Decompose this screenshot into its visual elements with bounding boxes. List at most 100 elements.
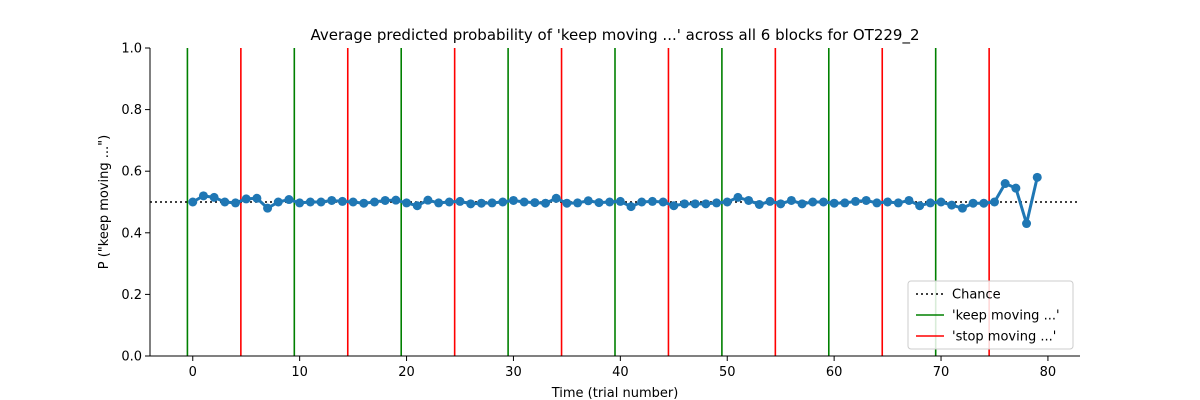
data-point <box>348 197 358 207</box>
data-point <box>231 198 241 208</box>
data-point <box>925 198 935 208</box>
data-point <box>733 192 743 202</box>
y-tick-label: 0.0 <box>121 350 142 365</box>
data-point <box>380 195 390 205</box>
data-point <box>851 196 861 206</box>
y-ticks: 0.0 0.2 0.4 0.6 0.8 1.0 <box>121 42 150 365</box>
data-point <box>818 197 828 207</box>
data-point <box>455 196 465 206</box>
data-point <box>487 198 497 208</box>
data-point <box>968 198 978 208</box>
data-point <box>391 195 401 205</box>
data-point <box>861 195 871 205</box>
data-point <box>562 198 572 208</box>
data-point <box>701 199 711 209</box>
x-tick-label: 10 <box>291 365 308 380</box>
data-point <box>754 199 764 209</box>
data-point <box>872 198 882 208</box>
data-point <box>947 200 957 210</box>
x-axis-label: Time (trial number) <box>551 386 679 400</box>
y-tick-label: 0.8 <box>121 103 142 118</box>
data-point <box>712 198 722 208</box>
data-point <box>412 201 422 211</box>
data-point <box>605 197 615 207</box>
data-point <box>305 197 315 207</box>
data-point <box>188 197 198 207</box>
data-point <box>444 197 454 207</box>
data-point <box>316 197 326 207</box>
data-point <box>359 198 369 208</box>
x-tick-label: 30 <box>505 365 522 380</box>
data-point <box>1000 179 1010 189</box>
data-point <box>573 198 583 208</box>
data-point <box>669 201 679 211</box>
data-point <box>979 198 989 208</box>
data-point <box>402 198 412 208</box>
legend-label: Chance <box>952 288 1001 303</box>
data-point <box>647 196 657 206</box>
data-point <box>252 193 262 203</box>
data-point <box>765 196 775 206</box>
data-point <box>915 201 925 211</box>
data-point <box>615 196 625 206</box>
data-point <box>1032 172 1042 182</box>
data-point <box>295 198 305 208</box>
x-tick-label: 50 <box>719 365 736 380</box>
data-point <box>209 192 219 202</box>
data-point <box>658 197 668 207</box>
axes <box>149 48 1080 357</box>
legend-label: 'stop moving ...' <box>952 330 1056 345</box>
data-point <box>797 199 807 209</box>
data-point <box>679 199 689 209</box>
data-point <box>829 198 839 208</box>
data-point <box>936 197 946 207</box>
y-tick-label: 0.4 <box>121 226 142 241</box>
data-point <box>722 197 732 207</box>
data-point <box>476 198 486 208</box>
x-tick-label: 40 <box>612 365 629 380</box>
data-point <box>840 198 850 208</box>
x-tick-label: 0 <box>189 365 197 380</box>
legend: Chance 'keep moving ...' 'stop moving ...' <box>907 280 1074 350</box>
data-point <box>1022 219 1032 229</box>
data-point <box>327 195 337 205</box>
data-point <box>284 195 294 205</box>
data-point <box>508 195 518 205</box>
data-point <box>883 197 893 207</box>
data-point <box>989 197 999 207</box>
data-point <box>594 198 604 208</box>
data-point <box>541 198 551 208</box>
data-point <box>530 198 540 208</box>
data-point <box>637 197 647 207</box>
y-axis-label: P ("keep moving ...") <box>97 135 112 269</box>
chart-title: Average predicted probability of 'keep m… <box>310 26 919 45</box>
data-point <box>466 199 476 209</box>
x-tick-label: 80 <box>1040 365 1057 380</box>
y-tick-label: 0.2 <box>121 288 142 303</box>
data-point <box>786 195 796 205</box>
data-point <box>337 196 347 206</box>
data-point <box>808 197 818 207</box>
data-point <box>220 197 230 207</box>
data-point <box>551 193 561 203</box>
legend-box <box>907 280 1074 350</box>
data-point <box>241 194 251 204</box>
data-point <box>690 199 700 209</box>
y-tick-label: 1.0 <box>121 42 142 57</box>
legend-label: 'keep moving ...' <box>952 309 1060 324</box>
data-point <box>519 197 529 207</box>
data-point <box>423 195 433 205</box>
data-point <box>263 203 273 213</box>
data-point <box>369 197 379 207</box>
data-point <box>1011 183 1021 193</box>
data-point <box>498 197 508 207</box>
x-tick-label: 70 <box>933 365 950 380</box>
data-point <box>583 196 593 206</box>
data-point <box>434 198 444 208</box>
data-point <box>273 197 283 207</box>
data-point <box>893 198 903 208</box>
data-point <box>904 195 914 205</box>
data-point <box>776 199 786 209</box>
